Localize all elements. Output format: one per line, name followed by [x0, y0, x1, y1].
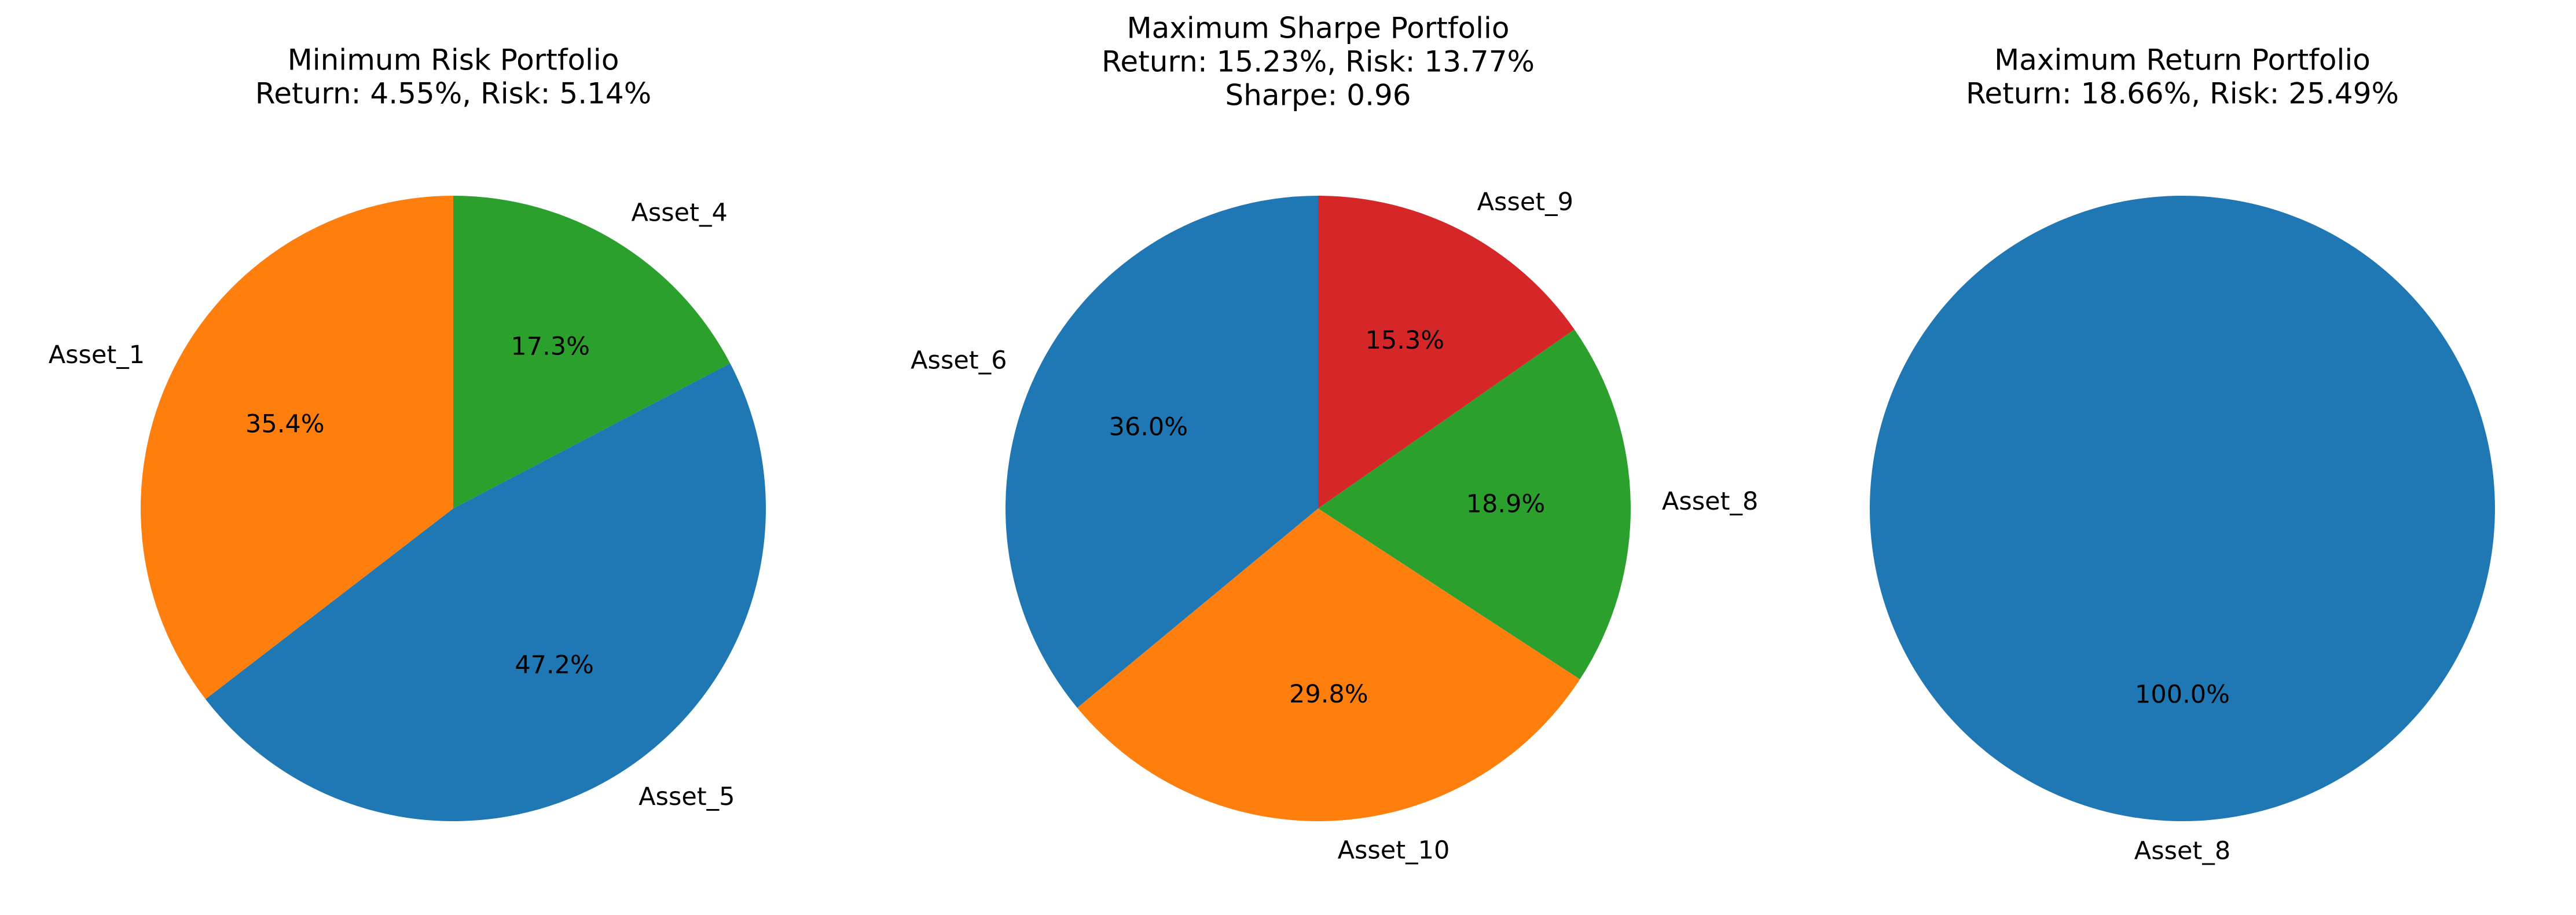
slice-percent-label: 18.9% [1466, 489, 1546, 518]
pie-slice-asset-5 [205, 363, 766, 822]
pie-slice-asset-10 [1077, 508, 1580, 821]
slice-percent-label: 100.0% [2135, 680, 2230, 709]
pie-slice-asset-1 [140, 196, 454, 700]
pie-slice-asset-8 [1318, 329, 1631, 680]
slice-percent-label: 29.8% [1289, 680, 1368, 709]
slice-category-label: Asset_1 [49, 341, 145, 369]
slice-category-label: Asset_6 [911, 346, 1007, 375]
chart-subtitle: Return: 4.55%, Risk: 5.14% [255, 77, 652, 111]
slice-category-label: Asset_5 [639, 782, 735, 811]
chart-subtitle: Return: 15.23%, Risk: 13.77% [1102, 45, 1535, 79]
slice-category-label: Asset_10 [1338, 836, 1450, 865]
pie-slice-asset-8 [1870, 196, 2495, 821]
slice-percent-label: 17.3% [511, 332, 590, 361]
pie-slice-asset-4 [453, 196, 731, 508]
slice-percent-label: 36.0% [1109, 413, 1188, 442]
chart-subtitle: Sharpe: 0.96 [1225, 79, 1411, 112]
slice-category-label: Asset_4 [631, 198, 727, 227]
slice-percent-label: 47.2% [515, 650, 594, 679]
pie-slice-asset-6 [1005, 196, 1318, 708]
chart-title: Maximum Sharpe Portfolio [1127, 12, 1510, 45]
slice-percent-label: 35.4% [245, 409, 325, 438]
pie-slice-asset-9 [1318, 196, 1575, 508]
slice-category-label: Asset_9 [1477, 188, 1573, 217]
chart-title: Minimum Risk Portfolio [288, 43, 619, 77]
slice-percent-label: 15.3% [1366, 326, 1445, 355]
chart-subtitle: Return: 18.66%, Risk: 25.49% [1966, 77, 2399, 111]
slice-category-label: Asset_8 [2134, 837, 2230, 866]
slice-category-label: Asset_8 [1662, 487, 1758, 516]
chart-title: Maximum Return Portfolio [1994, 43, 2370, 77]
